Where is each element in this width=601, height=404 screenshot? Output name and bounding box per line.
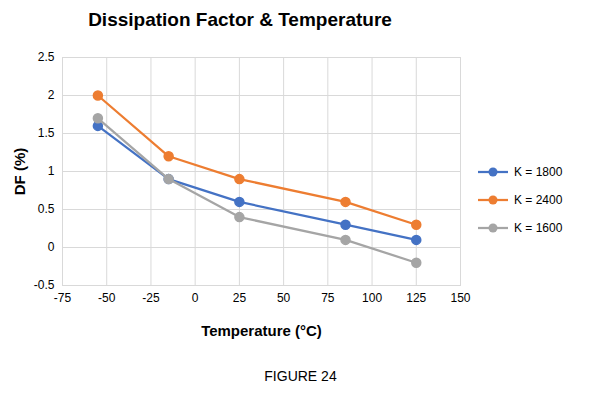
svg-text:DF (%): DF (%) xyxy=(11,148,28,196)
svg-text:125: 125 xyxy=(406,291,426,305)
html-text:K = 2400: K = 2400 xyxy=(514,193,563,207)
svg-text:-0.5: -0.5 xyxy=(34,278,55,292)
svg-text:25: 25 xyxy=(233,291,247,305)
svg-text:-25: -25 xyxy=(142,291,160,305)
svg-text:2: 2 xyxy=(48,88,55,102)
svg-text:-50: -50 xyxy=(98,291,116,305)
html-text:FIGURE 24: FIGURE 24 xyxy=(264,368,337,384)
html-text:K = 1600: K = 1600 xyxy=(514,221,563,235)
svg-text:75: 75 xyxy=(321,291,335,305)
svg-text:2.5: 2.5 xyxy=(38,50,55,64)
svg-text:0: 0 xyxy=(48,240,55,254)
svg-text:-75: -75 xyxy=(54,291,72,305)
svg-text:100: 100 xyxy=(362,291,382,305)
svg-text:1.5: 1.5 xyxy=(38,126,55,140)
svg-text:0: 0 xyxy=(192,291,199,305)
svg-text:Temperature (°C): Temperature (°C) xyxy=(201,322,322,339)
svg-text:0.5: 0.5 xyxy=(38,202,55,216)
svg-text:50: 50 xyxy=(277,291,291,305)
svg-text:150: 150 xyxy=(450,291,470,305)
html-text:K = 1800: K = 1800 xyxy=(514,165,563,179)
svg-text:1: 1 xyxy=(48,164,55,178)
html-text:Dissipation Factor & Temperatu: Dissipation Factor & Temperature xyxy=(88,9,392,30)
